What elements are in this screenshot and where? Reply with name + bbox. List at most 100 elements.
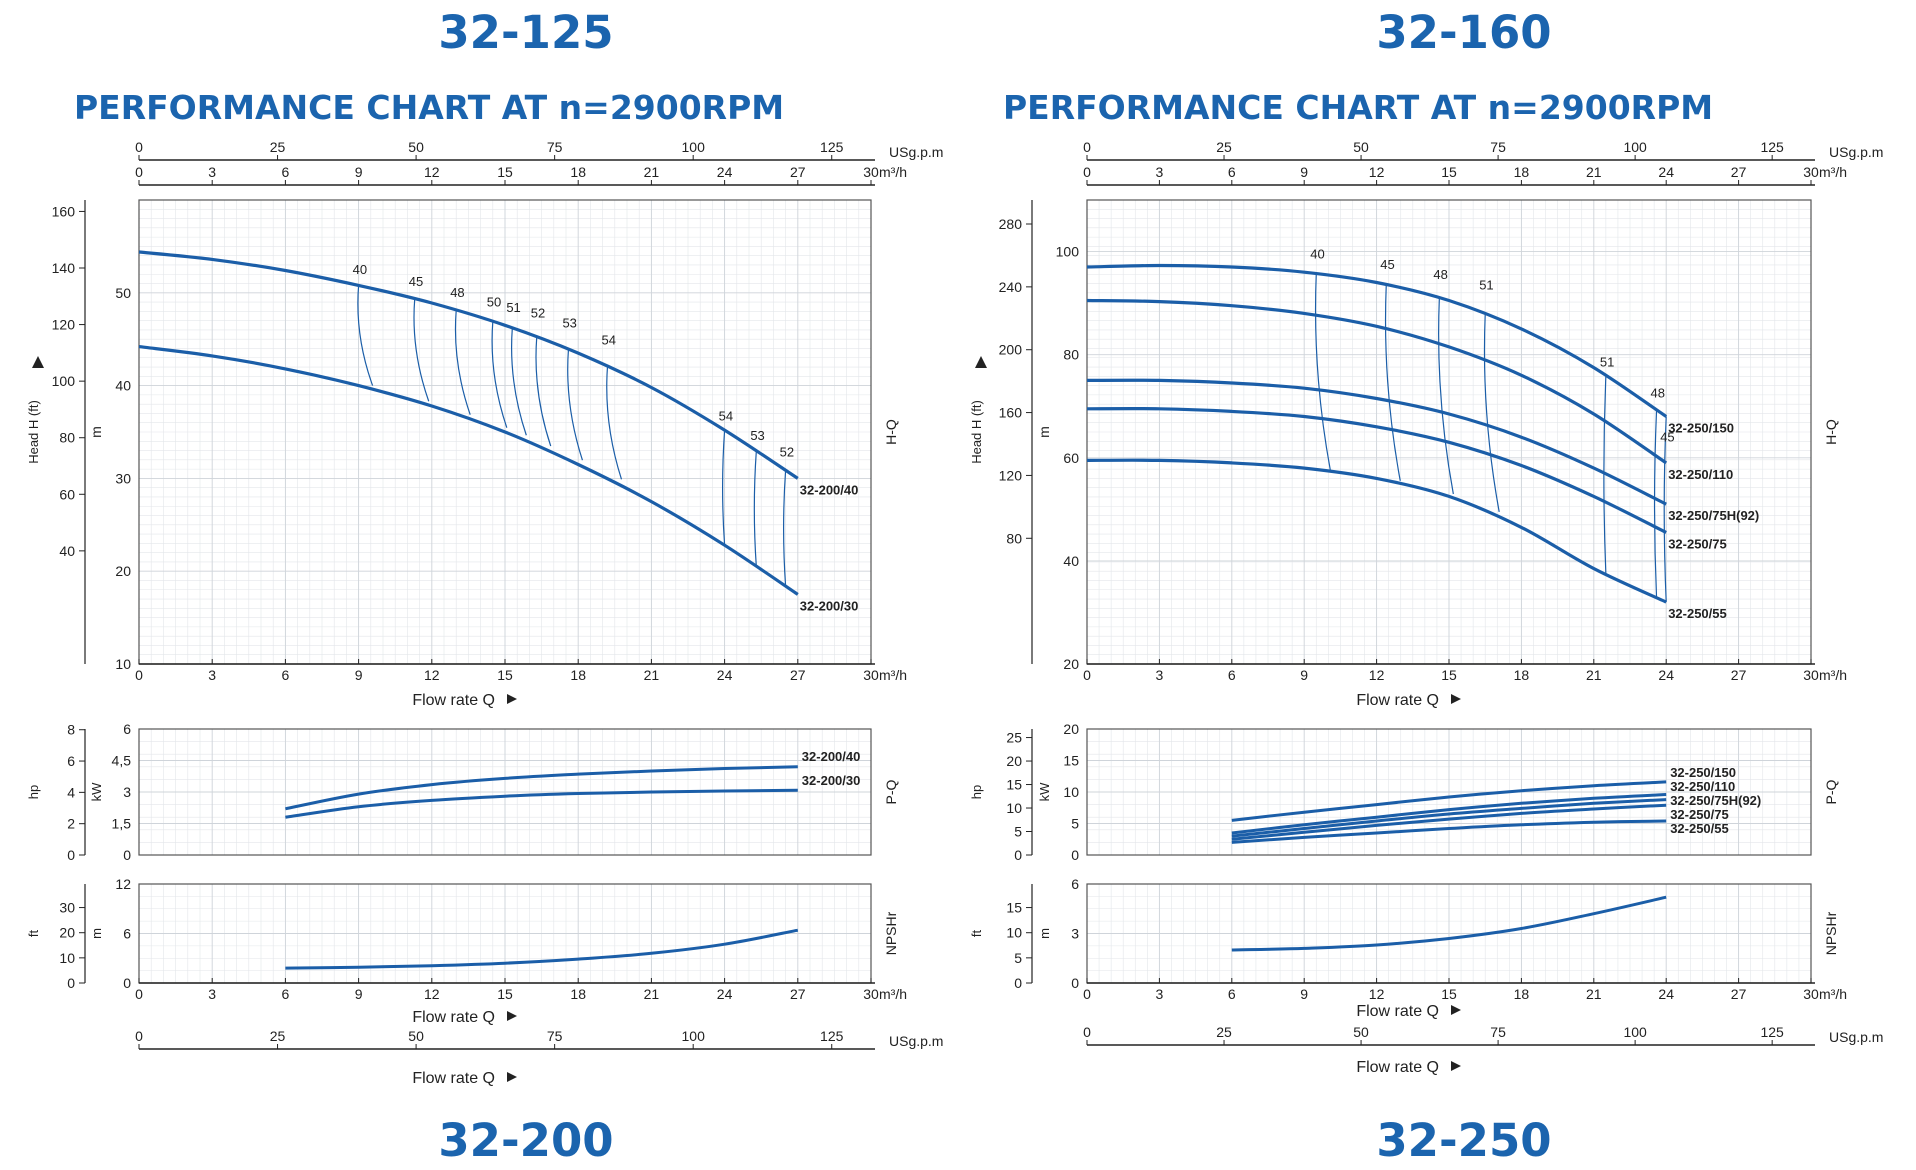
left-usgpm-tick-label: 0 (135, 139, 143, 155)
right-head-y-tick: 20 (1063, 656, 1079, 672)
right-power-curve (1231, 803, 1667, 841)
left-power-y-tick: 1,5 (112, 816, 132, 832)
right-usgpm-tick-label: 0 (1083, 1024, 1091, 1040)
right-efficiency-line (1384, 284, 1401, 481)
left-flow-tick-label: 0 (135, 164, 143, 180)
left-usgpm-tick-label: 100 (682, 139, 706, 155)
left-flow-tick-label: 9 (355, 667, 363, 683)
right-npsh-y-tick: 3 (1071, 926, 1079, 942)
right-flow-tick-label: 27 (1731, 986, 1747, 1002)
left-efficiency-label: 53 (750, 428, 764, 443)
right-efficiency-label: 51 (1479, 277, 1493, 292)
left-flow-tick-label: 12 (424, 667, 440, 683)
right-efficiency-line (1438, 298, 1454, 495)
right-power-y-tick: 20 (1063, 721, 1079, 737)
right-flow-rate-label: Flow rate Q (1356, 1003, 1439, 1020)
left-head-y-tick: 10 (115, 656, 131, 672)
right-power-sec-tick-label: 15 (1006, 777, 1022, 793)
left-efficiency-label: 51 (506, 300, 520, 315)
right-usgpm-tick-label: 50 (1353, 139, 1369, 155)
right-head-ft-label: Head H (ft) (969, 400, 984, 464)
right-flow-unit-label: m³/h (1819, 667, 1847, 683)
right-flow-unit-label: m³/h (1819, 164, 1847, 180)
right-flow-tick-label: 0 (1083, 164, 1091, 180)
right-npsh-sec-tick-label: 0 (1014, 975, 1022, 991)
right-power-sec-tick-label: 10 (1006, 800, 1022, 816)
left-flow-tick-label: 27 (790, 667, 806, 683)
right-head-curve-label: 32-250/110 (1668, 467, 1733, 482)
left-usgpm-tick-label: 50 (408, 1028, 424, 1044)
right-usgpm-tick-label: 125 (1760, 1024, 1784, 1040)
right-flow-rate-label: Flow rate Q (1356, 692, 1439, 709)
right-power-hp-label: hp (969, 785, 984, 799)
right-head-curve-type-label: H-Q (1823, 419, 1839, 445)
right-efficiency-line (1314, 273, 1331, 470)
left-efficiency-line (357, 285, 374, 386)
left-flow-tick-label: 24 (717, 667, 733, 683)
right-npsh-curve (1231, 895, 1667, 952)
right-flow-tick-label: 12 (1369, 986, 1385, 1002)
right-power-sec-tick-label: 25 (1006, 730, 1022, 746)
right-power-sec-tick-label: 5 (1014, 824, 1022, 840)
right-head-curve (1086, 378, 1667, 506)
left-flow-tick-label: 21 (644, 986, 660, 1002)
left-npsh-sec-tick-label: 20 (59, 925, 75, 941)
bottom-right-title: 32-250 (1376, 1114, 1552, 1167)
left-head-m-label: m (88, 426, 104, 438)
left-power-curve-label: 32-200/40 (802, 749, 861, 764)
right-npsh-sec-tick-label: 10 (1006, 925, 1022, 941)
right-usgpm-tick-label: 50 (1353, 1024, 1369, 1040)
left-flow-tick-label: 3 (208, 164, 216, 180)
right-head-curve-label: 32-250/150 (1668, 421, 1734, 436)
right-power-frame (1086, 728, 1812, 856)
right-usgpm-unit-label: USg.p.m (1829, 1029, 1883, 1045)
right-npsh-sec-tick-label: 15 (1006, 900, 1022, 916)
left-npsh-sec-tick-label: 10 (59, 950, 75, 966)
left-flow-tick-label: 15 (497, 986, 513, 1002)
right-flow-unit-label: m³/h (1819, 986, 1847, 1002)
left-efficiency-label: 54 (601, 332, 615, 347)
right-flow-tick-label: 18 (1514, 667, 1530, 683)
left-efficiency-line (510, 328, 527, 436)
left-power-hp-label: hp (26, 785, 41, 799)
left-power-curve-label: 32-200/30 (802, 773, 861, 788)
right-head-y-tick: 80 (1063, 347, 1079, 363)
left-flow-rate-label: Flow rate Q (412, 692, 495, 709)
left-flow-arrow-icon (507, 694, 517, 704)
left-npsh-y-tick: 12 (115, 876, 131, 892)
right-flow-tick-label: 0 (1083, 667, 1091, 683)
left-usgpm-tick-label: 100 (682, 1028, 706, 1044)
right-flow-tick-label: 21 (1586, 986, 1602, 1002)
right-flow-tick-label: 18 (1514, 164, 1530, 180)
left-efficiency-label: 40 (353, 262, 367, 277)
left-usgpm-tick-label: 75 (547, 139, 563, 155)
left-flow-tick-label: 15 (497, 667, 513, 683)
left-efficiency-line (413, 298, 430, 402)
left-flow-tick-label: 27 (790, 164, 806, 180)
right-efficiency-line (1483, 314, 1500, 513)
left-flow-tick-label: 15 (497, 164, 513, 180)
left-flow-tick-label: 21 (644, 164, 660, 180)
right-power-curve-label: 32-250/55 (1670, 821, 1729, 836)
right-head-arrow-icon (975, 356, 987, 368)
left-flow-tick-label: 18 (570, 986, 586, 1002)
top-left-title: 32-125 (438, 6, 614, 59)
right-power-y-tick: 15 (1063, 753, 1079, 769)
right-flow-rate-label: Flow rate Q (1356, 1059, 1439, 1076)
left-flow-unit-label: m³/h (879, 164, 907, 180)
left-flow-tick-label: 9 (355, 986, 363, 1002)
left-head-sec-tick-label: 140 (52, 260, 76, 276)
left-flow-tick-label: 30 (863, 164, 879, 180)
left-flow-tick-label: 30 (863, 986, 879, 1002)
right-efficiency-label: 51 (1600, 355, 1614, 370)
right-efficiency-label: 40 (1310, 246, 1324, 261)
left-npsh-curve (285, 928, 799, 970)
left-flow-tick-label: 12 (424, 164, 440, 180)
right-power-kw-label: kW (1037, 782, 1052, 802)
right-flow-tick-label: 15 (1441, 986, 1457, 1002)
left-efficiency-label: 45 (409, 274, 423, 289)
right-npsh-sec-tick-label: 5 (1014, 950, 1022, 966)
right-head-sec-tick-label: 80 (1006, 530, 1022, 546)
right-efficiency-line (1663, 416, 1667, 603)
right-head-curve-label: 32-250/75 (1668, 537, 1727, 552)
